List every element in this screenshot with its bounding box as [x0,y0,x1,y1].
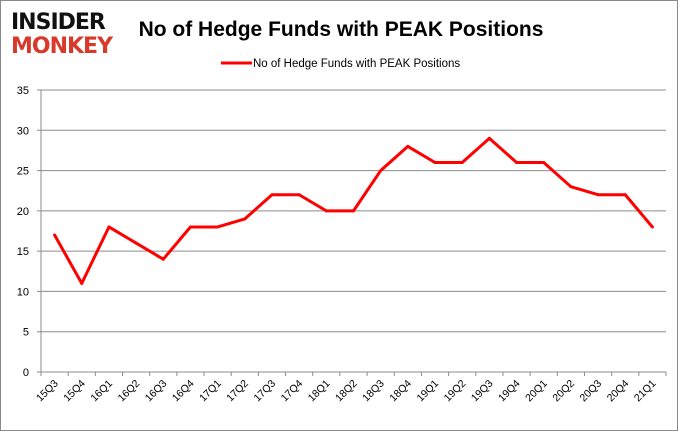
legend-label: No of Hedge Funds with PEAK Positions [253,58,460,70]
x-tick-label: 18Q3 [360,378,387,405]
y-tick-label: 35 [17,85,29,97]
x-tick-label: 19Q4 [496,378,523,405]
data-point [352,209,355,213]
x-tick-label: 19Q3 [469,378,496,405]
logo-line1: INSIDER [11,10,106,35]
x-tick-label: 16Q1 [88,378,115,405]
y-tick-label: 30 [17,125,29,137]
x-tick-label: 17Q1 [197,378,224,405]
data-point [80,281,84,285]
data-point [243,217,247,221]
x-tick-label: 20Q4 [605,378,632,405]
y-tick-label: 5 [23,327,29,339]
data-point [324,209,328,213]
x-tick-label: 15Q4 [61,378,88,405]
x-tick-label: 16Q4 [170,378,197,405]
data-point [53,233,57,237]
x-tick-label: 16Q3 [143,378,170,405]
x-tick-label: 18Q2 [333,378,360,405]
logo-line2: MONKEY [11,34,114,59]
data-point [406,144,410,148]
data-point [216,225,220,229]
y-tick-label: 0 [23,367,29,379]
x-tick-label: 18Q4 [387,378,414,405]
x-tick-label: 17Q4 [279,378,306,405]
data-point [650,225,654,229]
x-tick-label: 21Q1 [632,378,659,405]
x-tick-label: 20Q1 [523,378,550,405]
data-point [569,185,573,189]
data-point [107,225,111,229]
data-point [134,241,138,245]
y-tick-label: 25 [17,166,29,178]
x-tick-label: 19Q2 [442,378,469,405]
x-tick-label: 19Q1 [414,378,441,405]
data-point [542,161,546,165]
x-tick-label: 16Q2 [116,378,143,405]
y-tick-label: 15 [17,246,29,258]
x-tick-label: 20Q2 [550,378,577,405]
data-point [487,136,491,140]
data-point [623,193,627,197]
data-point [297,193,301,197]
x-tick-label: 18Q1 [306,378,333,405]
data-point [433,161,437,165]
data-point [270,193,274,197]
data-point [379,169,383,173]
x-tick-label: 20Q3 [578,378,605,405]
legend: No of Hedge Funds with PEAK Positions [221,58,460,70]
y-tick-label: 10 [17,286,29,298]
x-tick-label: 17Q3 [251,378,278,405]
x-tick-label: 17Q2 [224,378,251,405]
insider-monkey-logo: INSIDER MONKEY [11,10,115,59]
y-tick-label: 20 [17,206,29,218]
data-point [188,225,192,229]
x-tick-label: 15Q3 [34,378,61,405]
data-point [515,161,519,165]
data-point [161,257,165,261]
data-point [460,161,464,165]
data-point [596,193,600,197]
chart-title: No of Hedge Funds with PEAK Positions [139,18,544,41]
